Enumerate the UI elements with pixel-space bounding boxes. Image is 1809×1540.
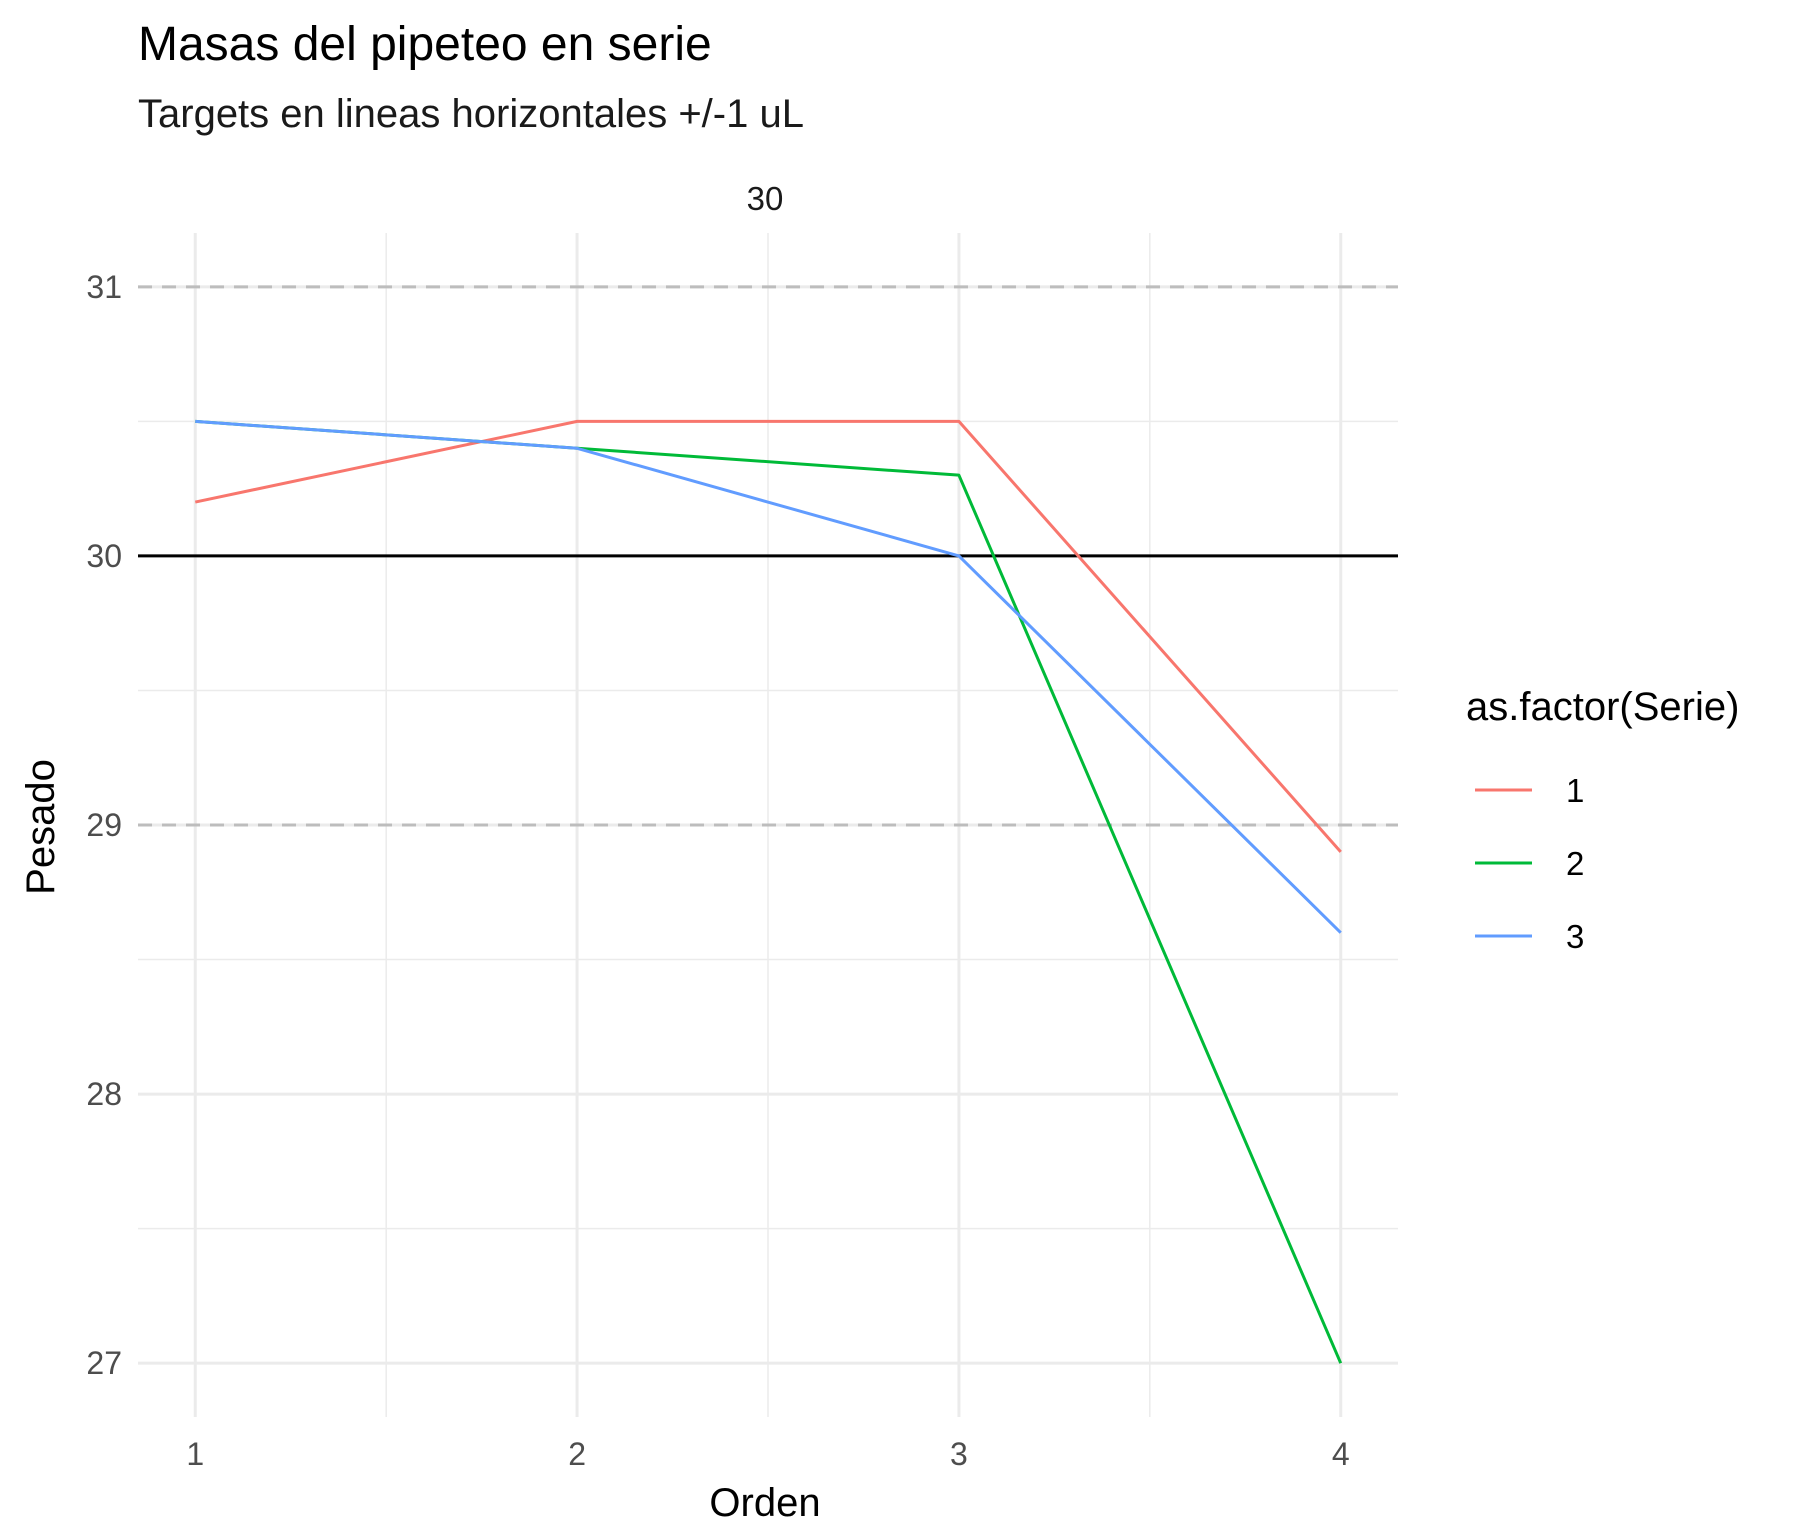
legend: as.factor(Serie) 1 2 3 — [1466, 685, 1739, 955]
series-lines — [194, 419, 1343, 1364]
y-tick-label: 31 — [86, 269, 122, 305]
x-axis-title: Orden — [709, 1481, 820, 1525]
y-axis-title: Pesado — [19, 759, 63, 895]
facet-strip-label: 30 — [747, 180, 784, 217]
chart-subtitle: Targets en lineas horizontales +/-1 uL — [138, 92, 804, 136]
y-axis-ticks: 27 28 29 30 31 — [86, 269, 122, 1381]
y-tick-label: 28 — [86, 1076, 122, 1112]
chart-title: Masas del pipeteo en serie — [138, 18, 712, 71]
legend-label-1: 1 — [1566, 772, 1584, 809]
x-tick-label: 4 — [1332, 1436, 1350, 1472]
legend-title: as.factor(Serie) — [1466, 685, 1739, 729]
x-axis-ticks: 1 2 3 4 — [186, 1436, 1349, 1472]
y-tick-label: 29 — [86, 807, 122, 843]
legend-keys: 1 2 3 — [1475, 772, 1584, 955]
legend-label-3: 3 — [1566, 918, 1584, 955]
series-line-1 — [194, 419, 1342, 853]
legend-label-2: 2 — [1566, 845, 1584, 882]
x-tick-label: 1 — [186, 1436, 204, 1472]
series-line-3 — [195, 419, 1342, 934]
y-tick-label: 27 — [86, 1345, 122, 1381]
x-tick-label: 3 — [950, 1436, 968, 1472]
x-tick-label: 2 — [568, 1436, 586, 1472]
y-tick-label: 30 — [86, 538, 122, 574]
target-lines — [138, 285, 1398, 827]
